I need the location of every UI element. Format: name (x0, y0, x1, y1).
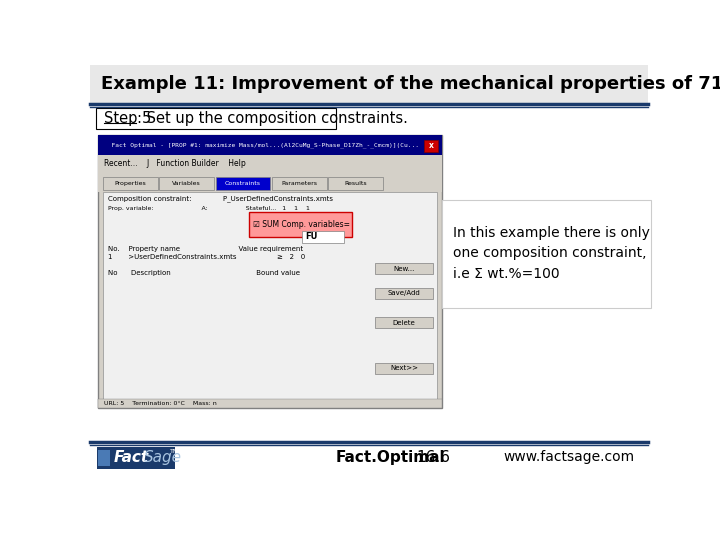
Text: : Set up the composition constraints.: : Set up the composition constraints. (137, 111, 408, 126)
FancyBboxPatch shape (215, 177, 270, 190)
Text: Composition constraint:              P_UserDefinedConstraints.xmts: Composition constraint: P_UserDefinedCon… (109, 195, 333, 202)
Text: New...: New... (393, 266, 415, 272)
FancyBboxPatch shape (249, 212, 352, 238)
FancyBboxPatch shape (441, 200, 651, 308)
Text: TM: TM (171, 449, 179, 454)
Text: www.factsage.com: www.factsage.com (503, 450, 634, 464)
Text: In this example there is only
one composition constraint,
i.e Σ wt.%=100: In this example there is only one compos… (453, 226, 649, 281)
Text: Save/Add: Save/Add (388, 291, 420, 296)
FancyBboxPatch shape (272, 177, 327, 190)
Text: Constraints: Constraints (225, 181, 261, 186)
FancyBboxPatch shape (103, 177, 158, 190)
Text: Step 5: Step 5 (104, 111, 151, 126)
FancyBboxPatch shape (96, 107, 336, 129)
Text: FU: FU (305, 232, 318, 241)
Text: Recent...    J   Function Builder    Help: Recent... J Function Builder Help (104, 159, 246, 168)
Text: URL: 5    Termination: 0°C    Mass: n: URL: 5 Termination: 0°C Mass: n (104, 401, 217, 406)
FancyBboxPatch shape (96, 447, 175, 469)
Text: Variables: Variables (172, 181, 201, 186)
Text: 16.6: 16.6 (416, 450, 451, 465)
FancyBboxPatch shape (98, 450, 110, 467)
FancyBboxPatch shape (374, 363, 433, 374)
FancyBboxPatch shape (374, 263, 433, 274)
Text: Prop. variable:                        A:                   Stateful...   1    1: Prop. variable: A: Stateful... 1 1 (109, 206, 310, 211)
Text: Properties: Properties (114, 181, 146, 186)
FancyBboxPatch shape (103, 192, 437, 399)
Text: No      Description                                      Bound value: No Description Bound value (109, 269, 300, 276)
FancyBboxPatch shape (99, 156, 441, 172)
FancyBboxPatch shape (302, 231, 344, 243)
FancyBboxPatch shape (99, 399, 441, 408)
Text: x: x (428, 141, 433, 150)
Text: Parameters: Parameters (282, 181, 318, 186)
Text: ☑ SUM Comp. variables=: ☑ SUM Comp. variables= (253, 220, 351, 230)
Text: Example 11: Improvement of the mechanical properties of 7178 aluminum alloy - 6: Example 11: Improvement of the mechanica… (101, 76, 720, 93)
Text: Fact.Optimal: Fact.Optimal (336, 450, 445, 465)
Text: Next>>: Next>> (390, 366, 418, 372)
FancyBboxPatch shape (99, 136, 441, 408)
FancyBboxPatch shape (99, 172, 441, 192)
FancyBboxPatch shape (328, 177, 383, 190)
FancyBboxPatch shape (374, 317, 433, 328)
Text: Fact: Fact (114, 450, 148, 465)
FancyBboxPatch shape (90, 65, 648, 104)
Text: Delete: Delete (393, 320, 415, 326)
Text: Fact Optimal - [PROP #1: maximize Mass/mol...(Al2CuMg_S-Phase_D17Zh_-_Cmcm)](Cu.: Fact Optimal - [PROP #1: maximize Mass/m… (104, 143, 419, 148)
FancyBboxPatch shape (374, 288, 433, 299)
Text: Sage: Sage (144, 450, 182, 465)
Text: Results: Results (344, 181, 367, 186)
FancyBboxPatch shape (423, 140, 438, 152)
FancyBboxPatch shape (99, 136, 441, 156)
FancyBboxPatch shape (159, 177, 214, 190)
Text: No.    Property name                          Value requirement: No. Property name Value requirement (109, 246, 304, 252)
Text: 1       >UserDefinedConstraints.xmts                  ≥   2   0: 1 >UserDefinedConstraints.xmts ≥ 2 0 (109, 254, 306, 260)
